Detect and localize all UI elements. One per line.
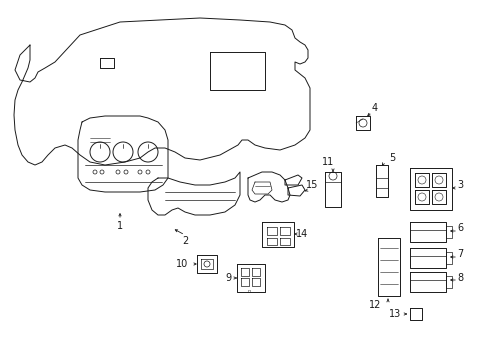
Text: 14: 14 [295,229,307,239]
Text: 2: 2 [182,236,188,246]
Text: 12: 12 [368,300,381,310]
Text: 13: 13 [388,309,400,319]
Text: 3: 3 [456,180,462,190]
Text: ID: ID [247,290,252,294]
Text: 8: 8 [456,273,462,283]
Text: 7: 7 [456,249,462,259]
Text: 4: 4 [371,103,377,113]
Text: 11: 11 [321,157,333,167]
Text: 5: 5 [388,153,394,163]
Text: 6: 6 [456,223,462,233]
Text: 10: 10 [176,259,188,269]
Text: 1: 1 [117,221,123,231]
Text: 9: 9 [224,273,231,283]
Text: 15: 15 [305,180,318,190]
